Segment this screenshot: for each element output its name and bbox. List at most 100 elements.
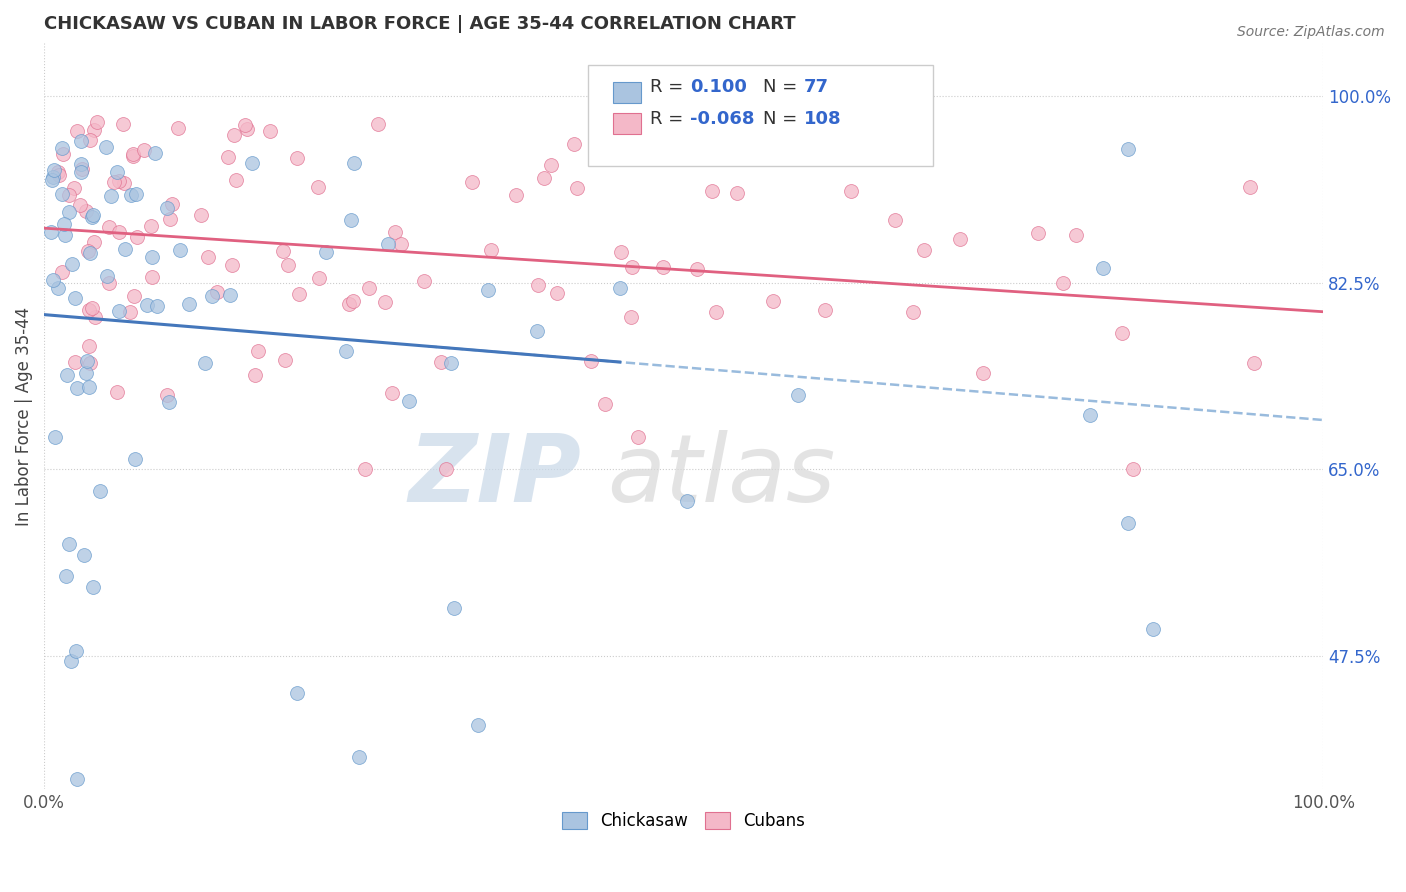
Point: [565, 181, 588, 195]
Point: [460, 175, 482, 189]
Text: atlas: atlas: [607, 430, 835, 521]
Point: [73, 548, 96, 562]
Point: [367, 117, 389, 131]
Point: [70, 157, 93, 171]
Point: [77, 339, 100, 353]
Point: [668, 145, 690, 159]
Point: [44, 430, 66, 444]
Text: CHICKASAW VS CUBAN IN LABOR FORCE | AGE 35-44 CORRELATION CHART: CHICKASAW VS CUBAN IN LABOR FORCE | AGE …: [44, 15, 796, 33]
Point: [434, 462, 457, 476]
Point: [219, 288, 242, 302]
Point: [77, 303, 100, 318]
Point: [56, 368, 79, 383]
Point: [813, 303, 835, 318]
Point: [112, 176, 135, 190]
Point: [1080, 408, 1102, 422]
Point: [505, 188, 527, 202]
Point: [139, 219, 162, 233]
Point: [440, 356, 463, 370]
Point: [1122, 462, 1144, 476]
Text: N =: N =: [763, 78, 797, 96]
Point: [1092, 260, 1115, 275]
Point: [125, 186, 148, 201]
Point: [160, 197, 183, 211]
Point: [610, 244, 633, 259]
Point: [169, 244, 191, 258]
Point: [112, 117, 135, 131]
Point: [51, 264, 73, 278]
Point: [136, 298, 159, 312]
Point: [620, 310, 643, 324]
Point: [479, 243, 502, 257]
Point: [65, 124, 87, 138]
Point: [617, 137, 640, 152]
FancyBboxPatch shape: [588, 65, 934, 166]
Point: [807, 121, 830, 136]
Point: [533, 171, 555, 186]
Point: [686, 262, 709, 277]
Point: [240, 156, 263, 170]
Point: [51, 141, 73, 155]
Point: [141, 269, 163, 284]
Point: [1111, 326, 1133, 340]
Point: [79, 356, 101, 370]
Point: [96, 268, 118, 283]
Point: [271, 244, 294, 258]
Point: [477, 283, 499, 297]
Text: -0.068: -0.068: [690, 111, 755, 128]
Point: [63, 291, 86, 305]
Point: [77, 244, 100, 258]
Point: [1116, 142, 1139, 156]
Point: [105, 385, 128, 400]
Point: [912, 243, 935, 257]
Point: [381, 386, 404, 401]
Point: [79, 246, 101, 260]
Point: [221, 258, 243, 272]
Point: [337, 296, 360, 310]
Point: [579, 353, 602, 368]
Point: [42, 162, 65, 177]
Point: [467, 718, 489, 732]
Point: [122, 146, 145, 161]
Point: [76, 354, 98, 368]
Point: [114, 243, 136, 257]
Point: [389, 236, 412, 251]
Point: [82, 301, 104, 316]
Point: [205, 285, 228, 299]
Point: [79, 133, 101, 147]
Point: [1243, 356, 1265, 370]
Point: [225, 172, 247, 186]
Point: [340, 213, 363, 227]
Point: [762, 294, 785, 309]
Point: [41, 173, 63, 187]
Point: [190, 209, 212, 223]
Text: R =: R =: [651, 111, 683, 128]
Point: [46, 165, 69, 179]
Point: [1052, 276, 1074, 290]
Point: [243, 368, 266, 383]
Point: [53, 217, 76, 231]
Point: [94, 140, 117, 154]
Point: [100, 189, 122, 203]
Point: [156, 388, 179, 402]
Point: [60, 257, 83, 271]
Point: [197, 250, 219, 264]
Point: [143, 146, 166, 161]
Point: [595, 397, 617, 411]
Text: 108: 108: [804, 111, 841, 128]
Point: [546, 286, 568, 301]
Point: [373, 294, 395, 309]
Point: [675, 494, 697, 508]
Point: [166, 120, 188, 135]
Point: [70, 162, 93, 177]
Point: [89, 483, 111, 498]
Point: [217, 150, 239, 164]
Point: [194, 356, 217, 370]
Point: [357, 281, 380, 295]
Point: [132, 143, 155, 157]
Point: [75, 366, 97, 380]
Point: [274, 353, 297, 368]
Point: [157, 395, 180, 409]
Point: [443, 601, 465, 615]
Point: [224, 128, 246, 142]
